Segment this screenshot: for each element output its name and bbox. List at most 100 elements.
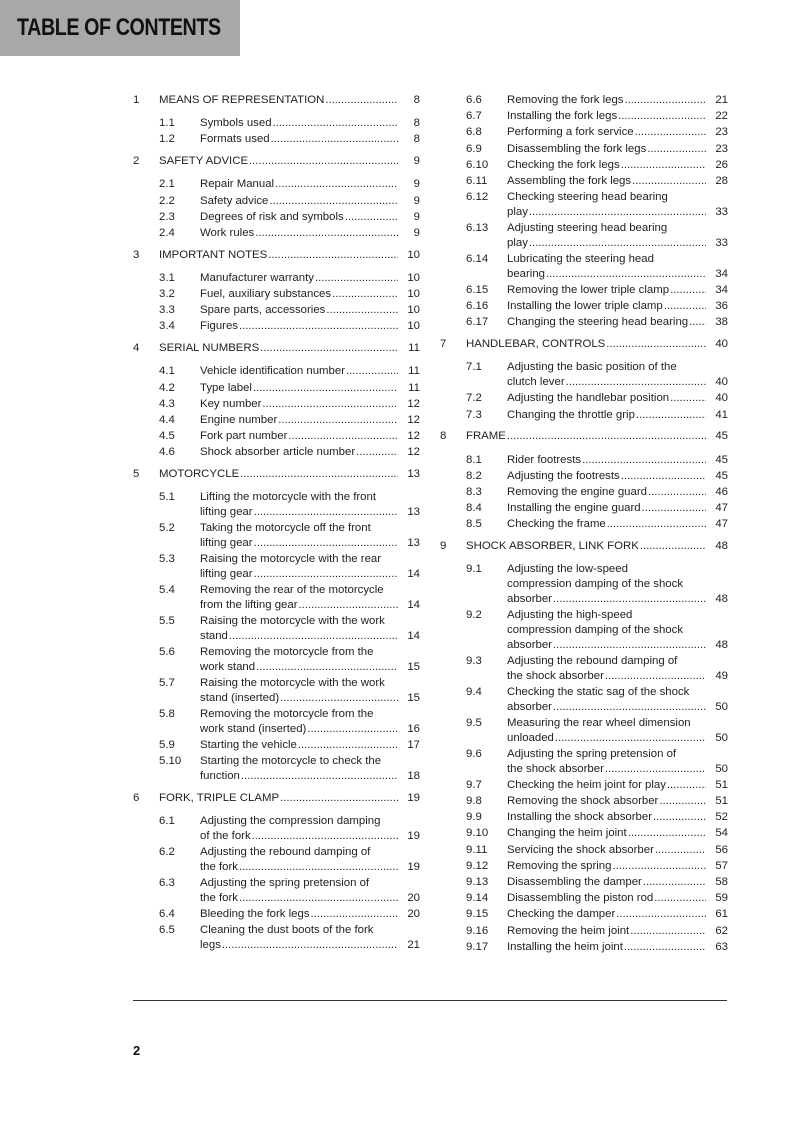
entry-number: 4.3 xyxy=(159,397,175,410)
toc-section-entry[interactable]: 9.13 Disassembling the damper 58 xyxy=(440,875,728,890)
entry-label: Removing the heim joint xyxy=(507,925,629,937)
toc-section-entry[interactable]: 6.7 Installing the fork legs 22 xyxy=(440,109,728,124)
toc-section-entry[interactable]: 5.10 Starting the motorcycle to check the… xyxy=(133,754,420,784)
toc-chapter-entry[interactable]: 1 MEANS OF REPRESENTATION 8 xyxy=(133,93,420,108)
toc-section-entry[interactable]: 6.6 Removing the fork legs 21 xyxy=(440,93,728,108)
entry-number: 4.1 xyxy=(159,365,175,378)
entry-label: Fuel, auxiliary substances xyxy=(200,288,331,300)
entry-label: Adjusting the handlebar position xyxy=(507,392,669,404)
toc-section-entry[interactable]: 6.5 Cleaning the dust boots of the fork l… xyxy=(133,923,420,953)
toc-chapter-entry[interactable]: 2 SAFETY ADVICE 9 xyxy=(133,154,420,169)
toc-section-entry[interactable]: 5.9 Starting the vehicle 17 xyxy=(133,738,420,753)
toc-chapter-entry[interactable]: 9 SHOCK ABSORBER, LINK FORK 48 xyxy=(440,539,728,554)
toc-section-entry[interactable]: 6.10 Checking the fork legs 26 xyxy=(440,158,728,173)
toc-section-entry[interactable]: 5.1 Lifting the motorcycle with the front… xyxy=(133,490,420,520)
toc-section-entry[interactable]: 5.2 Taking the motorcycle off the front l… xyxy=(133,521,420,551)
toc-section-entry[interactable]: 9.3 Adjusting the rebound damping of the … xyxy=(440,654,728,684)
toc-section-entry[interactable]: 9.5 Measuring the rear wheel dimension un… xyxy=(440,716,728,746)
entry-number: 6.2 xyxy=(159,846,175,859)
toc-section-entry[interactable]: 6.8 Performing a fork service 23 xyxy=(440,125,728,140)
toc-section-entry[interactable]: 9.10 Changing the heim joint 54 xyxy=(440,826,728,841)
entry-page: 11 xyxy=(408,381,420,394)
entry-page: 26 xyxy=(715,158,728,171)
toc-section-entry[interactable]: 9.4 Checking the static sag of the shock … xyxy=(440,685,728,715)
toc-chapter-entry[interactable]: 8 FRAME 45 xyxy=(440,429,728,444)
toc-section-entry[interactable]: 6.1 Adjusting the compression damping of … xyxy=(133,814,420,844)
toc-section-entry[interactable]: 4.1 Vehicle identification number 11 xyxy=(133,364,420,379)
toc-section-entry[interactable]: 2.1 Repair Manual 9 xyxy=(133,177,420,192)
toc-section-entry[interactable]: 9.17 Installing the heim joint 63 xyxy=(440,940,728,955)
toc-section-entry[interactable]: 9.6 Adjusting the spring pretension of th… xyxy=(440,747,728,777)
toc-section-entry[interactable]: 9.14 Disassembling the piston rod 59 xyxy=(440,891,728,906)
toc-section-entry[interactable]: 4.2 Type label 11 xyxy=(133,381,420,396)
toc-section-entry[interactable]: 4.5 Fork part number 12 xyxy=(133,429,420,444)
entry-title: Adjusting the compression damping of the… xyxy=(200,814,398,844)
toc-section-entry[interactable]: 9.15 Checking the damper 61 xyxy=(440,907,728,922)
entry-number: 9.11 xyxy=(466,843,488,856)
entry-number: 6.4 xyxy=(159,908,175,921)
entry-label: Work rules xyxy=(200,227,254,239)
toc-section-entry[interactable]: 8.2 Adjusting the footrests 45 xyxy=(440,469,728,484)
toc-section-entry[interactable]: 6.11 Assembling the fork legs 28 xyxy=(440,174,728,189)
toc-section-entry[interactable]: 3.4 Figures 10 xyxy=(133,319,420,334)
toc-section-entry[interactable]: 2.3 Degrees of risk and symbols 9 xyxy=(133,210,420,225)
toc-section-entry[interactable]: 5.4 Removing the rear of the motorcycle f… xyxy=(133,583,420,613)
toc-section-entry[interactable]: 7.3 Changing the throttle grip 41 xyxy=(440,408,728,423)
entry-number: 5.9 xyxy=(159,739,175,752)
toc-section-entry[interactable]: 9.12 Removing the spring 57 xyxy=(440,859,728,874)
toc-section-entry[interactable]: 6.16 Installing the lower triple clamp 36 xyxy=(440,299,728,314)
toc-section-entry[interactable]: 6.17 Changing the steering head bearing 38 xyxy=(440,315,728,330)
toc-section-entry[interactable]: 6.9 Disassembling the fork legs 23 xyxy=(440,142,728,157)
entry-title: Checking the damper xyxy=(507,907,706,922)
toc-section-entry[interactable]: 4.3 Key number 12 xyxy=(133,397,420,412)
entry-number: 1 xyxy=(133,94,140,106)
toc-section-entry[interactable]: 4.6 Shock absorber article number 12 xyxy=(133,445,420,460)
toc-section-entry[interactable]: 5.7 Raising the motorcycle with the work … xyxy=(133,676,420,706)
toc-section-entry[interactable]: 9.2 Adjusting the high-speed compression … xyxy=(440,608,728,652)
toc-section-entry[interactable]: 8.3 Removing the engine guard 46 xyxy=(440,485,728,500)
toc-chapter-entry[interactable]: 7 HANDLEBAR, CONTROLS 40 xyxy=(440,337,728,352)
toc-section-entry[interactable]: 6.15 Removing the lower triple clamp 34 xyxy=(440,283,728,298)
toc-section-entry[interactable]: 8.1 Rider footrests 45 xyxy=(440,453,728,468)
entry-label: Vehicle identification number xyxy=(200,365,345,377)
toc-section-entry[interactable]: 2.2 Safety advice 9 xyxy=(133,194,420,209)
entry-title: Changing the steering head bearing xyxy=(507,315,706,330)
toc-section-entry[interactable]: 9.8 Removing the shock absorber 51 xyxy=(440,794,728,809)
toc-section-entry[interactable]: 6.13 Adjusting steering head bearing play… xyxy=(440,221,728,251)
toc-section-entry[interactable]: 7.2 Adjusting the handlebar position 40 xyxy=(440,391,728,406)
entry-label: HANDLEBAR, CONTROLS xyxy=(466,338,605,350)
toc-section-entry[interactable]: 5.3 Raising the motorcycle with the rear … xyxy=(133,552,420,582)
toc-section-entry[interactable]: 9.9 Installing the shock absorber 52 xyxy=(440,810,728,825)
toc-section-entry[interactable]: 1.1 Symbols used 8 xyxy=(133,116,420,131)
toc-chapter-entry[interactable]: 6 FORK, TRIPLE CLAMP 19 xyxy=(133,791,420,806)
toc-section-entry[interactable]: 4.4 Engine number 12 xyxy=(133,413,420,428)
entry-label: Servicing the shock absorber xyxy=(507,844,654,856)
toc-section-entry[interactable]: 3.1 Manufacturer warranty 10 xyxy=(133,271,420,286)
toc-section-entry[interactable]: 3.3 Spare parts, accessories 10 xyxy=(133,303,420,318)
toc-section-entry[interactable]: 9.16 Removing the heim joint 62 xyxy=(440,924,728,939)
toc-chapter-entry[interactable]: 4 SERIAL NUMBERS 11 xyxy=(133,341,420,356)
toc-section-entry[interactable]: 9.1 Adjusting the low-speed compression d… xyxy=(440,562,728,606)
toc-section-entry[interactable]: 6.14 Lubricating the steering head bearin… xyxy=(440,252,728,282)
toc-section-entry[interactable]: 6.4 Bleeding the fork legs 20 xyxy=(133,907,420,922)
toc-section-entry[interactable]: 5.5 Raising the motorcycle with the work … xyxy=(133,614,420,644)
toc-chapter-entry[interactable]: 3 IMPORTANT NOTES 10 xyxy=(133,248,420,263)
toc-section-entry[interactable]: 6.3 Adjusting the spring pretension of th… xyxy=(133,876,420,906)
toc-section-entry[interactable]: 5.8 Removing the motorcycle from the work… xyxy=(133,707,420,737)
entry-number: 6.8 xyxy=(466,126,482,139)
toc-section-entry[interactable]: 3.2 Fuel, auxiliary substances 10 xyxy=(133,287,420,302)
toc-section-entry[interactable]: 9.7 Checking the heim joint for play 51 xyxy=(440,778,728,793)
toc-section-entry[interactable]: 8.4 Installing the engine guard 47 xyxy=(440,501,728,516)
toc-section-entry[interactable]: 6.12 Checking steering head bearing play 3… xyxy=(440,190,728,220)
entry-page: 59 xyxy=(715,892,728,905)
toc-section-entry[interactable]: 9.11 Servicing the shock absorber 56 xyxy=(440,843,728,858)
page-number: 2 xyxy=(133,1043,141,1058)
toc-section-entry[interactable]: 6.2 Adjusting the rebound damping of the … xyxy=(133,845,420,875)
toc-section-entry[interactable]: 2.4 Work rules 9 xyxy=(133,226,420,241)
toc-chapter-entry[interactable]: 5 MOTORCYCLE 13 xyxy=(133,467,420,482)
toc-section-entry[interactable]: 7.1 Adjusting the basic position of the c… xyxy=(440,360,728,390)
entry-title: Type label xyxy=(200,381,398,396)
toc-section-entry[interactable]: 1.2 Formats used 8 xyxy=(133,132,420,147)
toc-section-entry[interactable]: 8.5 Checking the frame 47 xyxy=(440,517,728,532)
toc-section-entry[interactable]: 5.6 Removing the motorcycle from the work… xyxy=(133,645,420,675)
